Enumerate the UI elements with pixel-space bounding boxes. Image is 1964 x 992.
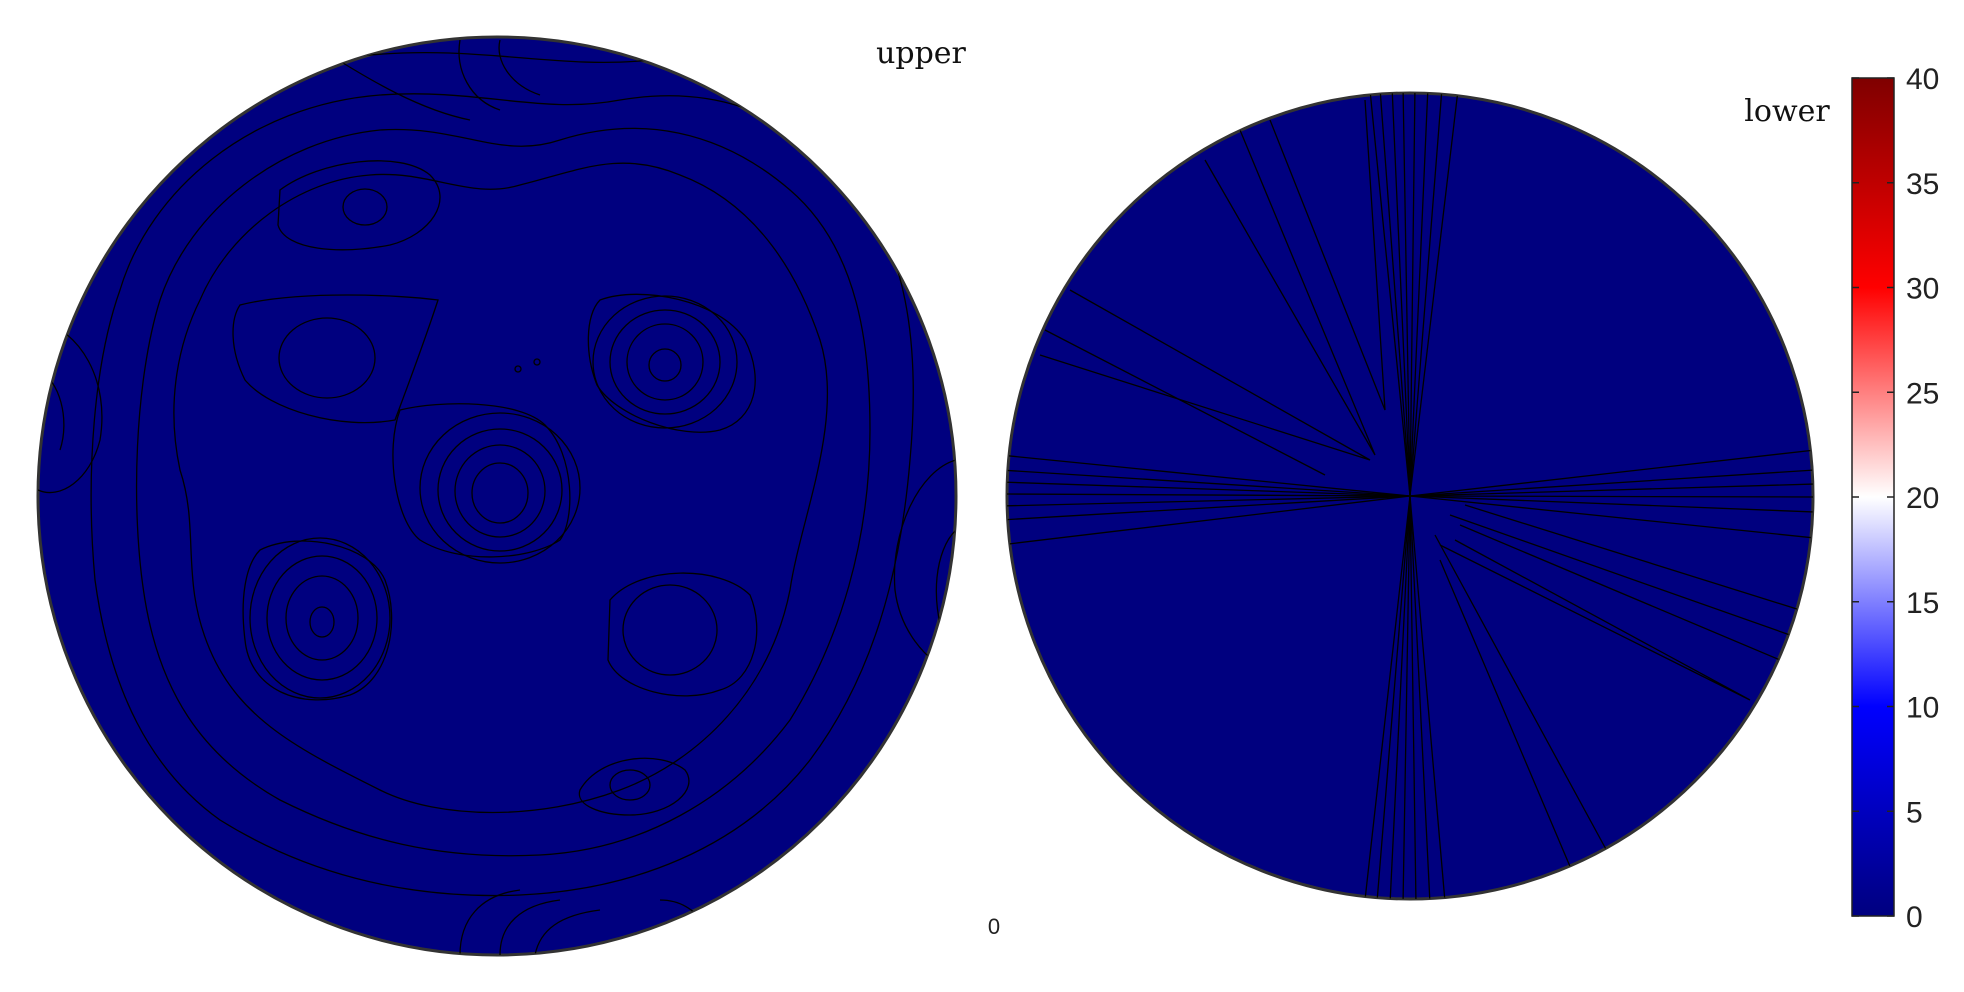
contour xyxy=(1007,481,1411,497)
contour xyxy=(392,403,571,558)
contour xyxy=(1007,495,1411,521)
contour xyxy=(648,348,682,382)
contour xyxy=(498,39,541,96)
contour xyxy=(329,54,471,121)
contour xyxy=(1409,93,1429,497)
contour xyxy=(1389,495,1411,899)
lower-pole-figure xyxy=(1005,91,1815,901)
contour xyxy=(309,606,335,638)
colorbar-tick-label: 30 xyxy=(1906,273,1939,306)
contour xyxy=(437,428,563,552)
contour xyxy=(533,358,541,366)
min-value-label: 0 xyxy=(988,914,1000,939)
upper-pole-figure xyxy=(36,35,958,957)
contour xyxy=(1439,539,1751,701)
contour xyxy=(1409,93,1416,497)
contour xyxy=(622,584,718,676)
contour xyxy=(1409,495,1446,899)
contour xyxy=(626,323,704,401)
contour xyxy=(1007,493,1411,497)
contour xyxy=(1379,93,1411,497)
contour xyxy=(1409,483,1813,497)
contour xyxy=(135,127,871,857)
contour xyxy=(1007,454,1411,497)
contour xyxy=(266,555,378,681)
contour xyxy=(587,293,756,433)
contour xyxy=(609,769,651,801)
contour xyxy=(499,899,561,955)
contour xyxy=(342,188,388,226)
contour xyxy=(1409,495,1813,513)
upper-disc xyxy=(36,35,958,957)
contour xyxy=(1409,469,1813,497)
contour xyxy=(458,39,501,111)
contour xyxy=(609,309,721,415)
contour xyxy=(1369,93,1411,497)
colorbar-ticks: 0 5 10 15 20 25 30 35 40 xyxy=(1852,63,1939,934)
colorbar-tick-label: 40 xyxy=(1906,63,1939,96)
contour xyxy=(459,889,521,955)
contour xyxy=(242,540,393,701)
contour xyxy=(278,317,376,399)
contour xyxy=(592,295,738,429)
contour xyxy=(38,319,103,494)
contour xyxy=(578,757,690,816)
contour xyxy=(893,459,956,671)
colorbar-tick-label: 0 xyxy=(1906,901,1923,934)
contour xyxy=(1007,495,1411,507)
contour xyxy=(1409,495,1431,899)
colorbar-tick-label: 5 xyxy=(1906,796,1923,829)
lower-title: lower xyxy=(1744,94,1830,129)
colorbar-tick-label: 10 xyxy=(1906,692,1939,725)
contour xyxy=(1409,495,1417,899)
contour xyxy=(90,93,914,897)
contour xyxy=(232,294,439,424)
colorbar-tick-label: 35 xyxy=(1906,168,1939,201)
contour xyxy=(1409,93,1443,497)
colorbar: 0 5 10 15 20 25 30 35 40 xyxy=(1851,63,1939,934)
contour xyxy=(1269,99,1386,411)
contour xyxy=(1376,495,1411,899)
contour xyxy=(471,462,529,524)
upper-contours xyxy=(38,39,956,955)
contour xyxy=(1007,469,1411,497)
contour xyxy=(419,412,581,564)
contour xyxy=(1364,495,1411,899)
contour xyxy=(285,575,359,661)
colorbar-tick-label: 25 xyxy=(1906,377,1939,410)
contour xyxy=(1409,93,1459,497)
upper-title: upper xyxy=(876,36,966,71)
contour xyxy=(1204,129,1376,456)
contour xyxy=(1044,329,1326,476)
contour xyxy=(249,537,391,699)
contour xyxy=(1402,495,1411,899)
contour xyxy=(1409,495,1813,498)
contour xyxy=(534,909,601,955)
contour xyxy=(1409,449,1813,497)
contour xyxy=(1402,93,1411,497)
contour xyxy=(607,572,758,697)
contour xyxy=(277,160,441,251)
contour xyxy=(1464,504,1801,611)
contour xyxy=(1039,289,1371,461)
contour xyxy=(1409,495,1813,539)
contour xyxy=(1007,495,1411,546)
contour xyxy=(1391,93,1411,497)
colorbar-tick-label: 15 xyxy=(1906,587,1939,620)
contour xyxy=(454,444,546,538)
contour xyxy=(514,365,522,373)
colorbar-tick-label: 20 xyxy=(1906,482,1939,515)
contour xyxy=(173,162,829,814)
